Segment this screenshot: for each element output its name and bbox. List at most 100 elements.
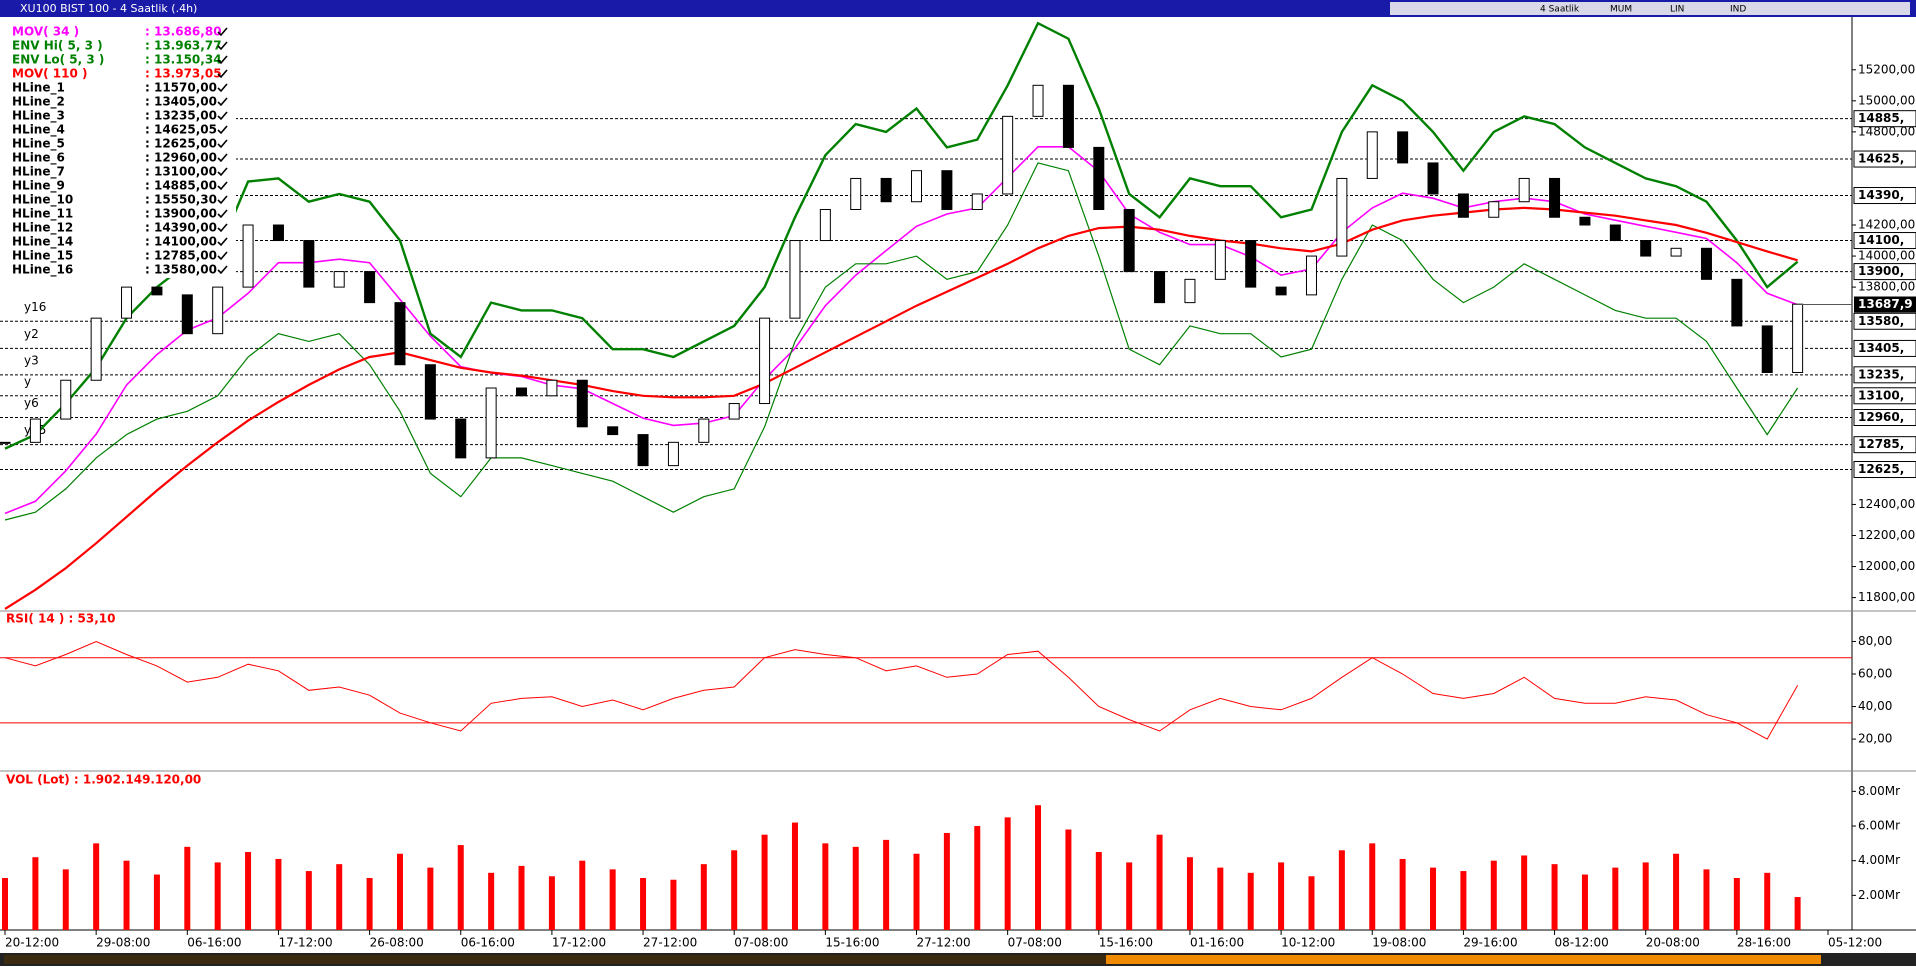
volume-bar [974, 826, 981, 930]
price-box-label: 12785, [1858, 437, 1904, 451]
volume-bar [1278, 862, 1285, 930]
volume-bar [62, 869, 69, 930]
legend-check [217, 223, 228, 233]
legend-name: MOV( 34 ) [12, 25, 79, 39]
window-title: XU100 BIST 100 - 4 Saatlik (.4h) [20, 2, 197, 15]
price-box [1853, 436, 1916, 454]
candle [1579, 216, 1591, 226]
candle [1700, 247, 1712, 280]
candle [242, 224, 254, 288]
y-tick-label: 14200,00 [1858, 218, 1915, 232]
legend-name: HLine_12 [12, 221, 73, 236]
scrollbar-thumb[interactable] [1106, 955, 1821, 964]
y-tick-label: 4.00Mr [1858, 853, 1900, 867]
toolbar[interactable] [1390, 2, 1910, 15]
candle [485, 387, 497, 459]
last-price-label: 13687,9 [1858, 297, 1913, 311]
legend-name: HLine_1 [12, 81, 65, 96]
candle [576, 379, 588, 428]
volume-bar [1065, 829, 1072, 930]
volume-bar [93, 843, 100, 930]
price-box-label: 13100, [1858, 388, 1904, 402]
volume-bar [427, 867, 434, 930]
candle [971, 193, 983, 210]
volume-bar [1338, 850, 1345, 930]
volume-bar [1156, 834, 1163, 930]
price-box [1853, 366, 1916, 384]
y-tick-label: 14800,00 [1858, 124, 1915, 138]
toolbar-button[interactable]: 4 Saatlik [1540, 5, 1580, 15]
price-box-label: 14625, [1858, 152, 1904, 166]
legend-check [217, 167, 228, 177]
legend-check [217, 237, 228, 247]
x-tick-label: 27-12:00 [917, 936, 971, 950]
legend-name: HLine_14 [12, 235, 73, 250]
candle [1427, 162, 1439, 195]
legend-name: HLine_16 [12, 263, 73, 278]
legend-value: : 15550,30 [145, 193, 217, 207]
candle [1670, 247, 1682, 257]
x-tick-label: 07-08:00 [1008, 936, 1062, 950]
y-tick-label: 11800,00 [1858, 590, 1915, 604]
y-tick-label: 8.00Mr [1858, 784, 1900, 798]
y-tick-label: 2.00Mr [1858, 888, 1900, 902]
x-tick-label: 08-12:00 [1555, 936, 1609, 950]
volume-bar [852, 846, 859, 930]
volume-bar [761, 834, 768, 930]
candle [151, 286, 163, 296]
volume-bar [1764, 872, 1771, 930]
volume-bar [153, 874, 160, 930]
candle [819, 208, 831, 242]
volume-label: VOL (Lot) : 1.902.149.120,00 [6, 773, 201, 787]
y-tick-label: 12400,00 [1858, 497, 1915, 511]
candle [1366, 131, 1378, 179]
candle [455, 418, 467, 459]
y-tick-label: 15000,00 [1858, 93, 1915, 107]
volume-bar [1490, 860, 1497, 930]
legend-check [217, 209, 228, 219]
volume-bar [1612, 867, 1619, 930]
candle [911, 170, 922, 203]
price-box-label: 12625, [1858, 462, 1904, 476]
legend-name: HLine_9 [12, 179, 65, 194]
x-tick-label: 27-12:00 [643, 936, 697, 950]
legend-name: HLine_10 [12, 193, 73, 208]
legend-value: : 14885,00 [145, 179, 217, 193]
price-box [1853, 187, 1916, 205]
x-tick-label: 26-08:00 [370, 936, 424, 950]
legend-name: HLine_6 [12, 151, 65, 166]
candle [424, 364, 436, 420]
volume-bar [1217, 867, 1224, 930]
y-tick-label: 80,00 [1858, 634, 1892, 648]
toolbar-button[interactable]: MUM [1610, 5, 1632, 15]
legend-check [217, 97, 228, 107]
candle [212, 286, 224, 335]
volume-bar [488, 872, 495, 930]
candle [1457, 193, 1469, 218]
legend-check [217, 55, 228, 65]
volume-bar [1673, 853, 1680, 930]
candle [364, 271, 376, 304]
volume-bar [1399, 858, 1406, 930]
legend-value: : 13.963,77 [145, 39, 222, 53]
candle [1792, 303, 1804, 373]
legend-value: : 13405,00 [145, 95, 217, 109]
volume-bar [1521, 855, 1528, 930]
legend-name: HLine_5 [12, 137, 65, 152]
volume-bar [366, 878, 373, 930]
volume-bar [1369, 843, 1376, 930]
x-tick-label: 28-16:00 [1737, 936, 1791, 950]
candle [728, 403, 740, 420]
y-tick-label: 13800,00 [1858, 280, 1915, 294]
volume-bar [548, 876, 555, 930]
toolbar-button[interactable]: LIN [1670, 5, 1684, 15]
candle [1062, 84, 1074, 148]
volume-bar [640, 878, 647, 930]
candle [1640, 240, 1652, 257]
price-box-label: 13580, [1858, 314, 1904, 328]
volume-bar [1035, 805, 1042, 930]
y-tick-label: 60,00 [1858, 667, 1892, 681]
candle [333, 271, 345, 288]
toolbar-button[interactable]: IND [1730, 5, 1746, 15]
rsi-line [4, 640, 1799, 740]
